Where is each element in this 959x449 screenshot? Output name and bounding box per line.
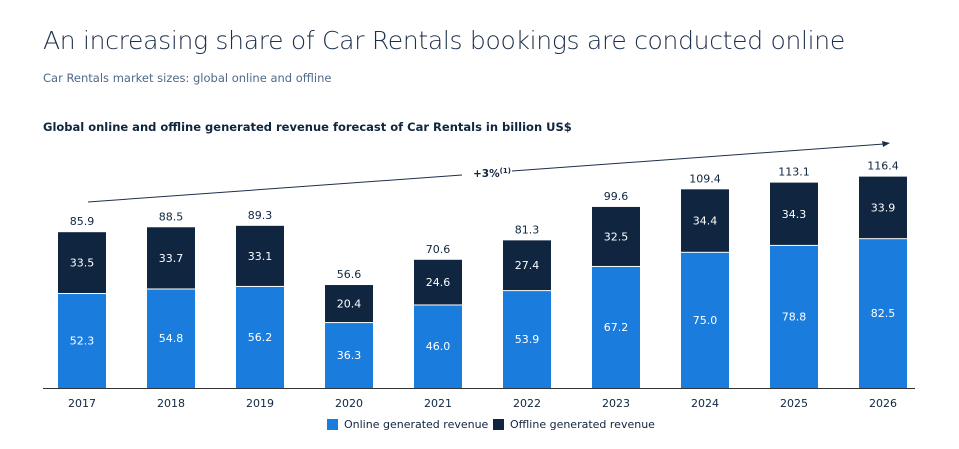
legend-item-online: Online generated revenue (327, 418, 488, 431)
data-label-offline: 34.3 (782, 208, 807, 221)
cagr-annotation: +3%(1) (473, 167, 511, 180)
bar-online (58, 294, 106, 388)
bar-online (236, 286, 284, 388)
data-label-online: 56.2 (248, 331, 273, 344)
page-title: An increasing share of Car Rentals booki… (43, 26, 845, 55)
x-tick-label: 2017 (68, 397, 96, 410)
data-label-offline: 32.5 (604, 230, 629, 243)
data-label-offline: 24.6 (426, 276, 451, 289)
legend-swatch-offline (493, 419, 504, 430)
bar-offline (681, 189, 729, 252)
bar-offline (592, 206, 640, 266)
bar-offline (325, 285, 373, 323)
x-tick-label: 2021 (424, 397, 452, 410)
data-label-offline: 34.4 (693, 215, 718, 228)
bar-online (592, 266, 640, 388)
data-label-online: 52.3 (70, 335, 95, 348)
legend-swatch-online (327, 419, 338, 430)
cagr-arrow-line (87, 174, 463, 203)
data-label-online: 36.3 (337, 349, 362, 362)
bar-online (414, 305, 462, 388)
x-tick-label: 2018 (157, 397, 185, 410)
data-label-offline: 33.9 (871, 201, 896, 214)
total-label: 70.6 (426, 243, 451, 256)
x-tick-label: 2022 (513, 397, 541, 410)
bar-offline (503, 240, 551, 291)
bar-online (681, 252, 729, 388)
bar-offline (236, 225, 284, 286)
data-label-online: 75.0 (693, 314, 718, 327)
total-label: 85.9 (70, 215, 95, 228)
cagr-footnote: (1) (500, 167, 511, 175)
chart-title: Global online and offline generated reve… (43, 120, 572, 134)
bar-online (147, 289, 195, 388)
bar-offline (58, 232, 106, 294)
x-tick-label: 2019 (246, 397, 274, 410)
legend-label-offline: Offline generated revenue (510, 418, 655, 431)
total-label: 99.6 (604, 190, 629, 203)
x-tick-label: 2023 (602, 397, 630, 410)
total-label: 109.4 (689, 172, 721, 185)
data-label-online: 78.8 (782, 310, 807, 323)
total-label: 116.4 (867, 160, 899, 173)
data-label-online: 53.9 (515, 333, 540, 346)
legend-item-offline: Offline generated revenue (493, 418, 655, 431)
data-label-online: 54.8 (159, 332, 184, 345)
bar-offline (147, 227, 195, 289)
total-label: 56.6 (337, 268, 362, 281)
page-subtitle: Car Rentals market sizes: global online … (43, 71, 332, 85)
bar-online (503, 291, 551, 388)
bar-offline (770, 182, 818, 245)
x-tick-label: 2024 (691, 397, 719, 410)
data-label-online: 82.5 (871, 307, 896, 320)
x-tick-label: 2025 (780, 397, 808, 410)
total-label: 113.1 (778, 166, 810, 179)
cagr-arrow-head (882, 141, 890, 147)
data-label-offline: 33.1 (248, 250, 273, 263)
bar-offline (859, 176, 907, 239)
data-label-offline: 33.7 (159, 252, 184, 265)
data-label-online: 46.0 (426, 340, 451, 353)
bar-offline (414, 259, 462, 305)
total-label: 89.3 (248, 209, 273, 222)
data-label-online: 67.2 (604, 321, 629, 334)
total-label: 88.5 (159, 210, 184, 223)
data-label-offline: 33.5 (70, 257, 95, 270)
legend-label-online: Online generated revenue (344, 418, 489, 431)
data-label-offline: 20.4 (337, 298, 362, 311)
x-tick-label: 2026 (869, 397, 897, 410)
data-label-offline: 27.4 (515, 259, 540, 272)
cagr-arrow-line (511, 143, 885, 172)
bar-online (770, 245, 818, 388)
total-label: 81.3 (515, 223, 540, 236)
x-tick-label: 2020 (335, 397, 363, 410)
bar-online (859, 239, 907, 388)
bar-online (325, 323, 373, 388)
